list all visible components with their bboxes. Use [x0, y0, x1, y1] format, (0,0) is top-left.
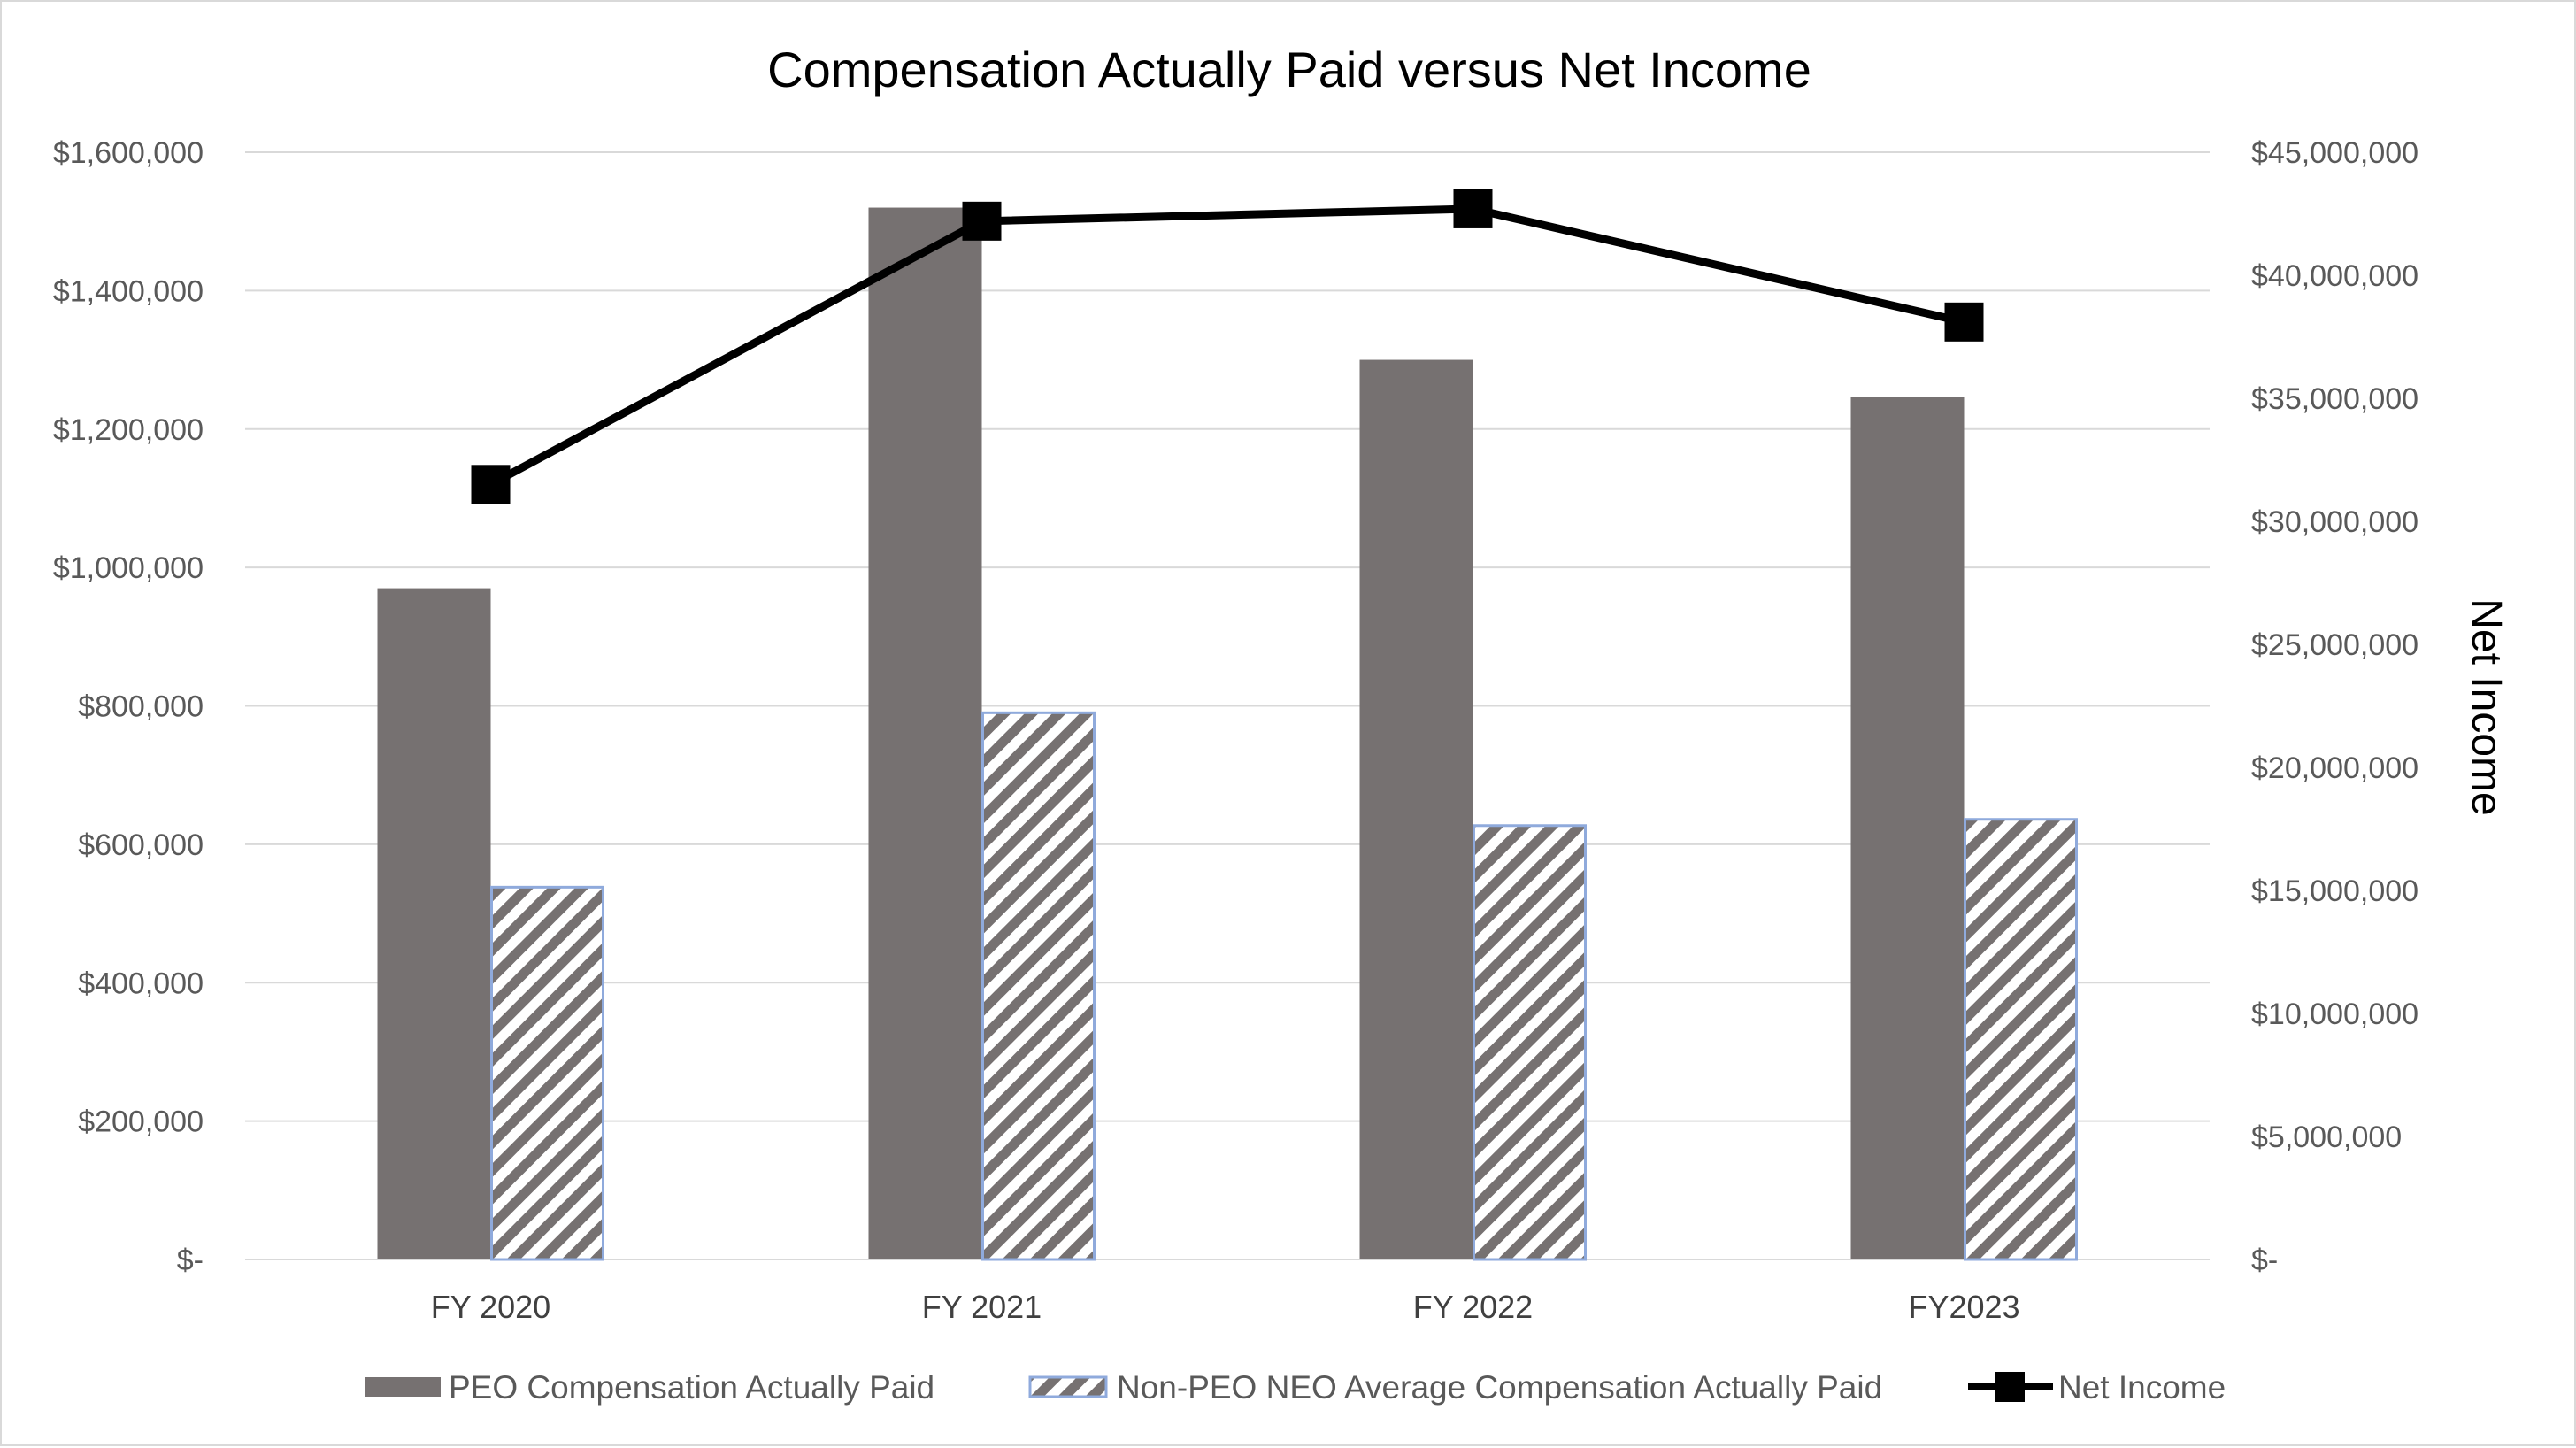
right-tick-label: $15,000,000 [2251, 874, 2418, 908]
right-tick-label: $20,000,000 [2251, 751, 2418, 785]
right-tick-label: $30,000,000 [2251, 505, 2418, 539]
chart-title: Compensation Actually Paid versus Net In… [767, 42, 1811, 97]
peo-bar [1850, 397, 1965, 1260]
left-tick-label: $- [177, 1244, 204, 1277]
net-income-polyline [488, 204, 1965, 489]
category-label: FY2023 [1908, 1289, 2019, 1325]
non-peo-bar [490, 885, 604, 1261]
right-axis: $- $5,000,000 $10,000,000 $15,000,000 $20,00… [2251, 136, 2418, 1277]
net-income-marker [471, 465, 511, 504]
category-label: FY 2020 [431, 1289, 550, 1325]
category-label: FY 2021 [922, 1289, 1042, 1325]
non-peo-bar [1473, 824, 1587, 1261]
net-income-marker [962, 201, 1002, 241]
peo-bar [868, 207, 982, 1259]
legend-swatch-non-peo [1028, 1375, 1108, 1398]
legend-marker-net-income [1995, 1372, 2025, 1402]
category-label: FY 2022 [1413, 1289, 1533, 1325]
legend-label-non-peo: Non-PEO NEO Average Compensation Actuall… [1117, 1369, 1882, 1406]
right-tick-label: $10,000,000 [2251, 997, 2418, 1031]
right-axis-title: Net Income [2463, 598, 2510, 815]
left-tick-label: $200,000 [78, 1105, 204, 1139]
left-tick-label: $1,200,000 [53, 413, 204, 447]
left-tick-label: $400,000 [78, 967, 204, 1000]
legend-swatch-peo [365, 1377, 441, 1397]
left-tick-label: $600,000 [78, 828, 204, 862]
peo-bar [1359, 359, 1473, 1259]
net-income-marker [1944, 302, 1984, 342]
right-tick-label: $5,000,000 [2251, 1121, 2402, 1154]
bars [377, 207, 2078, 1261]
peo-bar [377, 588, 491, 1259]
left-axis: $- $200,000 $400,000 $600,000 $800,000 $1,000… [53, 136, 204, 1277]
non-peo-bar [1964, 818, 2078, 1261]
right-tick-label: $45,000,000 [2251, 136, 2418, 170]
right-tick-label: $- [2251, 1244, 2278, 1277]
x-axis: FY 2020 FY 2021 FY 2022 FY2023 [431, 1289, 2020, 1325]
left-tick-label: $800,000 [78, 690, 204, 724]
legend-label-peo: PEO Compensation Actually Paid [449, 1369, 934, 1406]
right-tick-label: $40,000,000 [2251, 259, 2418, 293]
right-tick-label: $25,000,000 [2251, 628, 2418, 662]
legend-label-net-income: Net Income [2058, 1369, 2226, 1406]
net-income-line [471, 189, 1984, 504]
net-income-marker [1453, 189, 1493, 228]
left-tick-label: $1,400,000 [53, 274, 204, 308]
left-tick-label: $1,600,000 [53, 136, 204, 170]
non-peo-bar [981, 711, 1096, 1261]
right-tick-label: $35,000,000 [2251, 382, 2418, 416]
left-tick-label: $1,000,000 [53, 551, 204, 585]
legend: PEO Compensation Actually Paid Non-PEO NE… [365, 1369, 2226, 1406]
